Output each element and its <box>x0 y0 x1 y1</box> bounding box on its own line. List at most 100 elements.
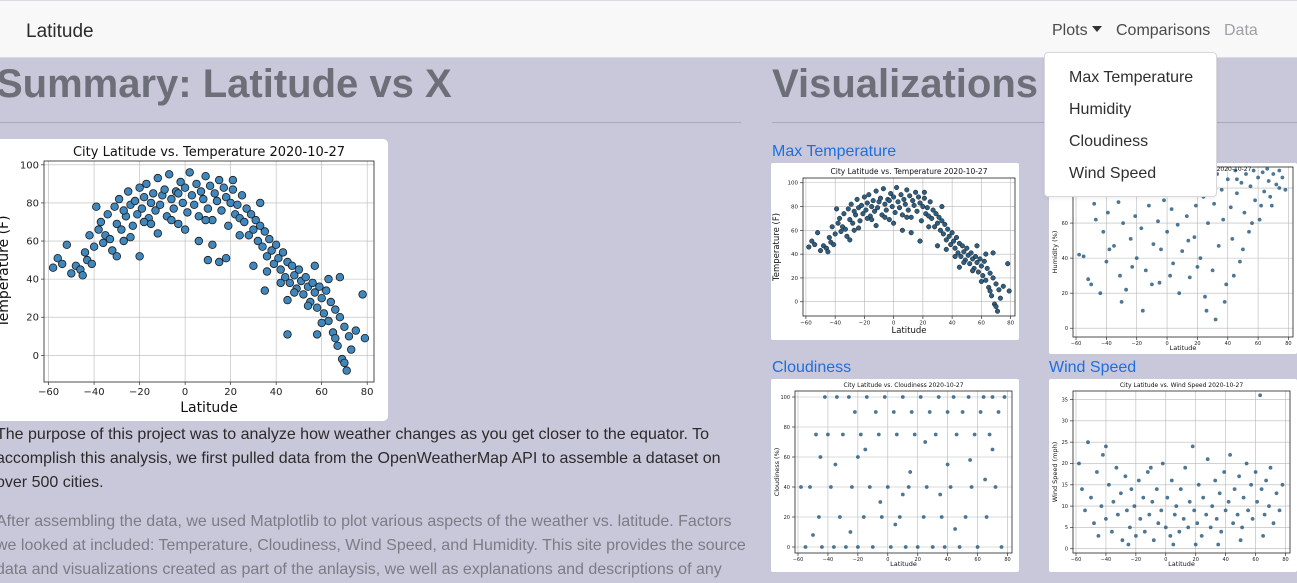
wind-speed-thumbnail-chart: −60 −40 −20 0 20 40 60 80 0 5 10 15 20 25 30 35 City Lat… <box>1051 382 1291 568</box>
scatter-point <box>951 238 957 244</box>
scatter-point <box>142 179 151 189</box>
scatter-point <box>1138 517 1143 521</box>
scatter-point <box>1177 291 1182 296</box>
y-tick-label: 60 <box>1062 221 1068 227</box>
dropdown-item-humidity[interactable]: Humidity <box>1069 101 1132 118</box>
scatter-point <box>1111 499 1116 504</box>
y-tick-label: 5 <box>1065 525 1068 531</box>
scatter-point <box>1222 300 1227 304</box>
scatter-point <box>891 194 897 200</box>
nav-data[interactable]: Data <box>1224 22 1258 39</box>
y-tick-label: 60 <box>784 455 790 461</box>
nav-comparisons[interactable]: Comparisons <box>1116 22 1211 39</box>
scatter-point <box>1269 203 1274 208</box>
scatter-point <box>267 246 276 255</box>
scatter-point <box>274 253 283 263</box>
scatter-point <box>942 221 948 227</box>
scatter-point <box>87 259 96 269</box>
x-tick-label: −60 <box>793 557 804 563</box>
scatter-point <box>53 253 62 263</box>
scatter-point <box>993 281 999 287</box>
scatter-point <box>864 200 870 206</box>
scatter-point <box>262 252 272 261</box>
scatter-point <box>1119 300 1124 304</box>
y-tick-label: 10 <box>1062 504 1068 510</box>
scatter-point <box>1201 495 1206 500</box>
scatter-point <box>946 233 952 239</box>
scatter-point <box>1186 525 1191 530</box>
scatter-point <box>873 410 878 414</box>
link-max-temperature[interactable]: Max Temperature <box>772 143 897 160</box>
dropdown-item-wind-speed[interactable]: Wind Speed <box>1069 165 1157 182</box>
thumb-cloudiness[interactable]: −60 −40 −20 0 20 40 60 80 0 20 40 60 80 100 City Latit… <box>771 379 1019 572</box>
scatter-point <box>67 269 76 278</box>
dropdown-item-max-temperature[interactable]: Max Temperature <box>1069 69 1194 86</box>
scatter-point <box>62 240 71 249</box>
scatter-point <box>185 168 194 177</box>
scatter-point <box>937 227 943 233</box>
scatter-point <box>347 345 356 354</box>
scatter-point <box>1140 308 1145 313</box>
scatter-point <box>1268 465 1273 470</box>
scatter-point <box>940 231 946 237</box>
scatter-point <box>1169 207 1174 211</box>
scatter-point <box>990 395 995 399</box>
scatter-point <box>814 432 818 437</box>
chart-title: City Latitude vs. Temperature 2020-10-27 <box>73 145 345 160</box>
scatter-point <box>233 200 242 210</box>
scatter-point <box>326 297 335 307</box>
scatter-point <box>1095 470 1099 474</box>
scatter-point <box>1255 499 1259 504</box>
scatter-point <box>953 234 960 241</box>
scatter-point <box>1174 504 1179 508</box>
scatter-point <box>199 194 208 204</box>
x-tick-label: 20 <box>915 557 921 563</box>
scatter-point <box>331 305 340 314</box>
scatter-point <box>1253 198 1257 203</box>
scatter-point <box>850 485 854 489</box>
dropdown-item-cloudiness[interactable]: Cloudiness <box>1069 133 1149 150</box>
thumb-max-temperature[interactable]: −60 −40 −20 0 20 40 60 80 0 20 40 60 80 100 City Latit… <box>771 163 1019 340</box>
nav-plots-dropdown[interactable]: Plots <box>1052 22 1102 40</box>
scatter-point <box>873 188 879 194</box>
scatter-point <box>1132 504 1137 508</box>
scatter-point <box>838 228 844 235</box>
scatter-point <box>203 204 213 213</box>
scatter-point <box>310 261 319 270</box>
navbar-brand[interactable]: Latitude <box>26 21 94 42</box>
y-tick-label: 100 <box>780 395 790 401</box>
scatter-point <box>1223 508 1228 513</box>
scatter-point <box>964 245 970 251</box>
scatter-point <box>324 316 333 326</box>
scatter-point <box>975 269 981 275</box>
scatter-point <box>1150 499 1155 504</box>
scatter-point <box>1092 521 1096 526</box>
scatter-point <box>886 217 892 223</box>
scatter-point <box>1238 259 1242 264</box>
thumb-wind-speed[interactable]: −60 −40 −20 0 20 40 60 80 0 5 10 15 20 25 30 35 City Lat… <box>1049 379 1297 572</box>
scatter-point <box>803 545 808 549</box>
scatter-point <box>880 186 886 192</box>
scatter-point <box>1277 168 1282 173</box>
scatter-point <box>283 295 292 305</box>
scatter-point <box>240 217 249 227</box>
link-cloudiness[interactable]: Cloudiness <box>772 359 852 376</box>
scatter-point <box>861 515 866 519</box>
scatter-point <box>1203 294 1207 299</box>
scatter-point <box>119 236 128 246</box>
scatter-point <box>137 204 147 213</box>
plot-frame <box>794 390 1013 554</box>
scatter-point <box>978 278 984 285</box>
scatter-point <box>1249 482 1253 487</box>
scatter-point <box>1101 229 1106 234</box>
y-axis-label: Temperature (F) <box>772 213 782 282</box>
scatter-point <box>879 515 884 519</box>
scatter-point <box>1005 261 1011 267</box>
scatter-point <box>943 237 949 243</box>
scatter-point <box>196 187 206 196</box>
scatter-point <box>867 485 872 489</box>
scatter-point <box>1163 525 1168 530</box>
x-tick-label: −60 <box>1071 557 1082 563</box>
scatter-point <box>262 267 272 276</box>
link-wind-speed[interactable]: Wind Speed <box>1049 359 1137 376</box>
